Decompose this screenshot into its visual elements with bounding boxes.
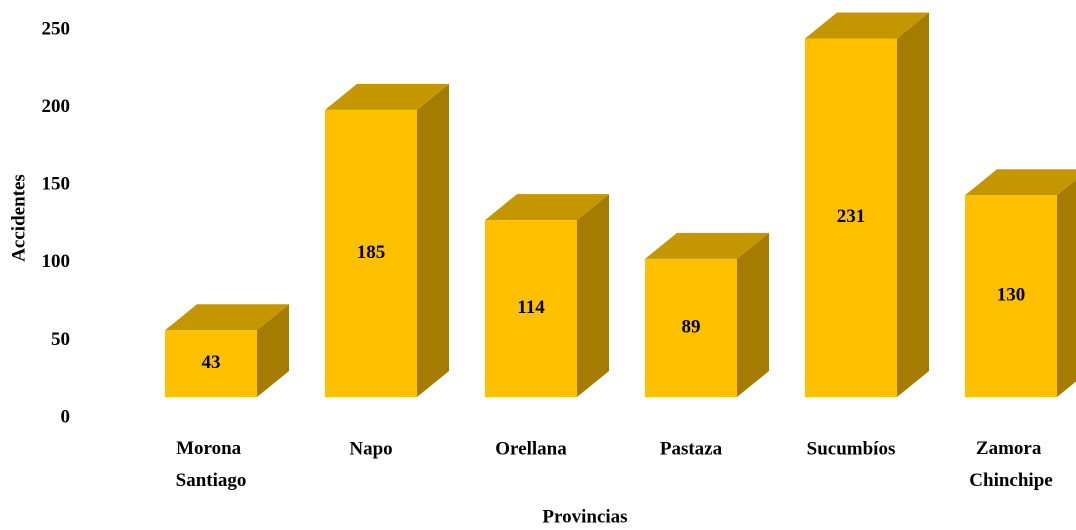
data-label: 114 [517,297,545,318]
bar-top [165,304,289,331]
bar-front [805,38,897,397]
bar-top [965,169,1076,196]
x-axis-title: Provincias [542,506,627,527]
bar-side [737,232,769,397]
data-label: 89 [682,316,701,337]
y-tick-label: 250 [42,18,71,39]
bar-side [577,194,609,397]
bar [325,83,449,397]
bar-front [165,330,257,397]
x-tick-label: Pastaza [660,438,723,459]
data-label: 185 [357,242,386,263]
bar-top [645,232,769,259]
bar [485,194,609,397]
y-tick-label: 150 [42,174,71,195]
x-tick-label: Morona Santiago [176,438,247,491]
y-tick-label: 50 [51,329,70,350]
bar [165,304,289,397]
bar-side [257,304,289,397]
x-tick-label: Sucumbíos [807,438,896,459]
bar [805,12,929,397]
bar-side [1057,179,1076,397]
x-tick-label: Napo [349,438,392,459]
bar-top [805,12,929,39]
bar-front [965,195,1057,397]
x-tick-label: Orellana [495,438,567,459]
bar-side [897,12,929,397]
bar-front [645,258,737,397]
bar-top [485,194,609,221]
y-tick-label: 200 [42,96,71,117]
bar [645,232,769,397]
data-label: 43 [202,352,221,373]
y-tick-label: 100 [42,251,71,272]
y-tick-label: 0 [61,406,71,427]
bar-front [485,220,577,397]
bar-front [325,109,417,397]
bar-side [417,83,449,397]
bar-top [325,83,449,110]
x-tick-label: Zamora Chinchipe [969,438,1052,491]
data-label: 130 [997,284,1026,305]
bar [965,169,1076,397]
data-label: 231 [837,206,866,227]
y-axis-title: Accidentes [8,174,29,262]
